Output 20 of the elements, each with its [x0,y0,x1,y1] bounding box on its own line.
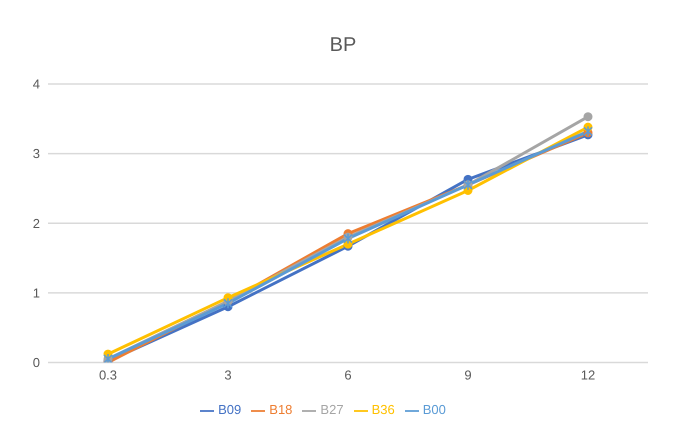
legend-label: B27 [320,402,344,418]
legend-label: B09 [218,402,242,418]
y-tick-label: 3 [32,146,40,162]
legend-label: B36 [372,402,395,418]
point [583,126,593,138]
x-tick-label: 9 [464,368,472,383]
chart-title: BP [328,33,358,58]
y-tick-label: 0 [32,355,40,370]
y-tick-label: 4 [32,76,40,92]
legend-label: B18 [269,402,292,418]
point [343,232,353,244]
y-tick-label: 2 [32,216,40,231]
point [223,298,233,310]
legend-label: B00 [422,402,446,418]
x-tick-label: 6 [344,368,352,383]
point [584,112,592,122]
x-tick-label: 3 [224,368,232,383]
x-tick-label: 0.3 [98,368,118,383]
y-tick-label: 1 [32,285,40,300]
x-tick-label: 12 [580,368,596,383]
